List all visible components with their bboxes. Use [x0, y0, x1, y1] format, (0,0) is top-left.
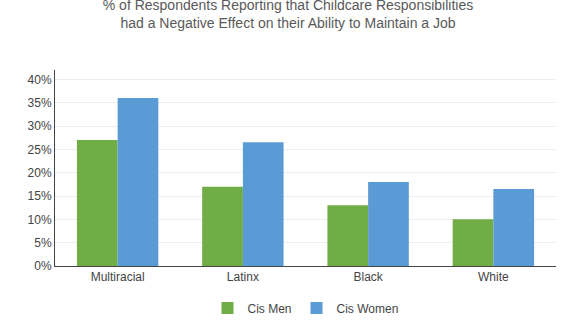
- svg-text:10%: 10%: [28, 213, 52, 227]
- svg-text:Cis Men: Cis Men: [248, 302, 292, 316]
- svg-text:Black: Black: [353, 270, 383, 284]
- svg-text:20%: 20%: [28, 166, 52, 180]
- svg-text:Latinx: Latinx: [227, 270, 259, 284]
- svg-text:30%: 30%: [28, 119, 52, 133]
- svg-text:Multiracial: Multiracial: [91, 270, 145, 284]
- svg-text:0%: 0%: [34, 259, 52, 273]
- svg-text:35%: 35%: [28, 96, 52, 110]
- svg-text:Cis Women: Cis Women: [337, 302, 399, 316]
- svg-text:15%: 15%: [28, 189, 52, 203]
- svg-text:% of Respondents Reporting tha: % of Respondents Reporting that Childcar…: [103, 0, 473, 31]
- svg-text:5%: 5%: [34, 236, 52, 250]
- svg-text:25%: 25%: [28, 143, 52, 157]
- svg-text:White: White: [478, 270, 509, 284]
- svg-text:40%: 40%: [28, 73, 52, 87]
